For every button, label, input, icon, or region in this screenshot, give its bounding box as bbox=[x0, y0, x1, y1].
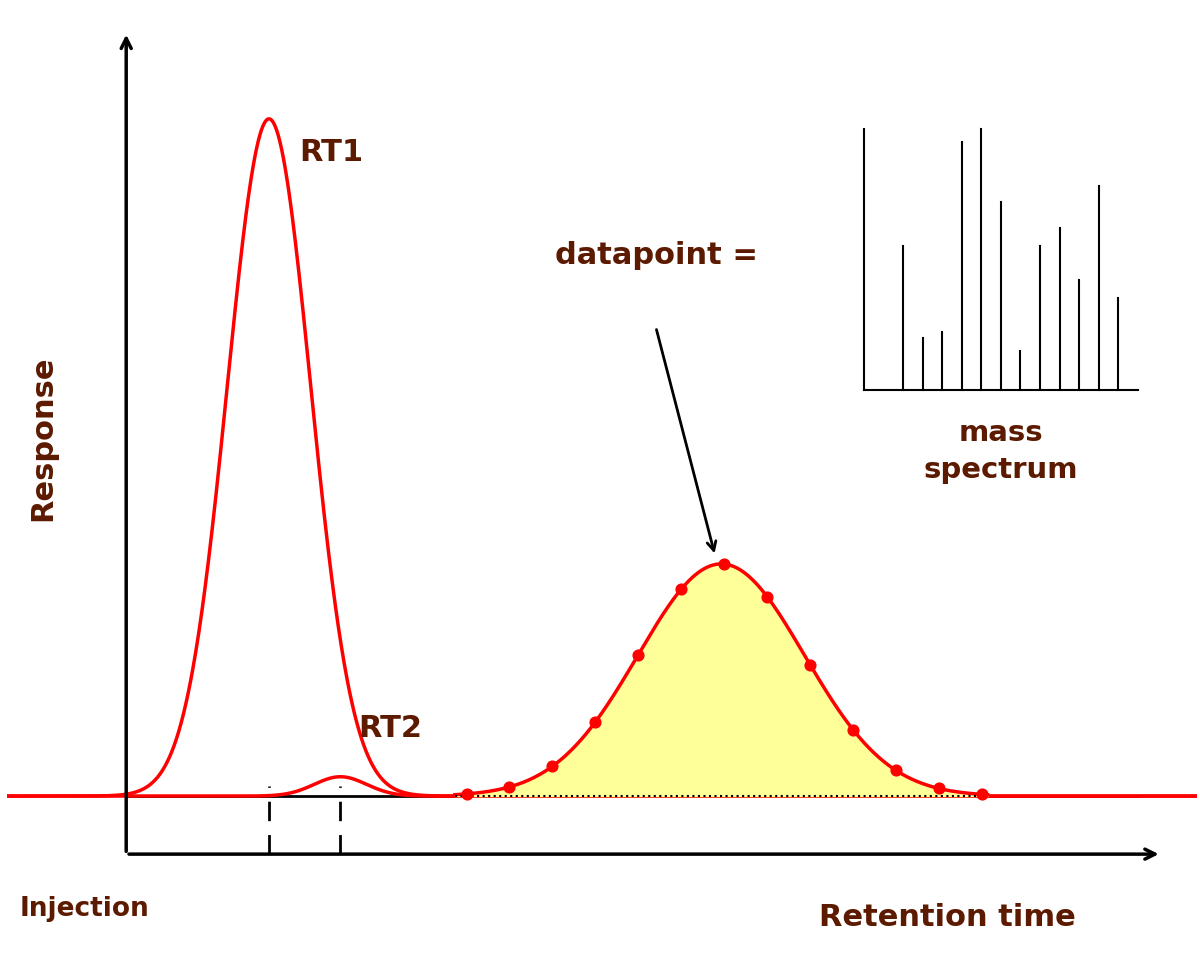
Point bbox=[500, 779, 520, 795]
Point bbox=[714, 557, 733, 572]
Point bbox=[800, 657, 820, 672]
Point bbox=[972, 786, 991, 802]
Point bbox=[629, 647, 648, 663]
Point bbox=[542, 759, 562, 775]
Text: Response: Response bbox=[29, 355, 58, 521]
Point bbox=[929, 780, 948, 796]
Text: Retention time: Retention time bbox=[818, 903, 1075, 931]
Point bbox=[757, 589, 776, 604]
Point bbox=[672, 581, 691, 596]
Text: datapoint =: datapoint = bbox=[554, 241, 757, 270]
Point bbox=[887, 763, 906, 778]
Text: Injection: Injection bbox=[19, 896, 150, 921]
Point bbox=[844, 722, 863, 738]
Point bbox=[586, 714, 605, 730]
Text: mass
spectrum: mass spectrum bbox=[924, 418, 1078, 484]
Point bbox=[457, 786, 476, 802]
Text: RT1: RT1 bbox=[299, 138, 362, 167]
Text: RT2: RT2 bbox=[359, 714, 422, 742]
